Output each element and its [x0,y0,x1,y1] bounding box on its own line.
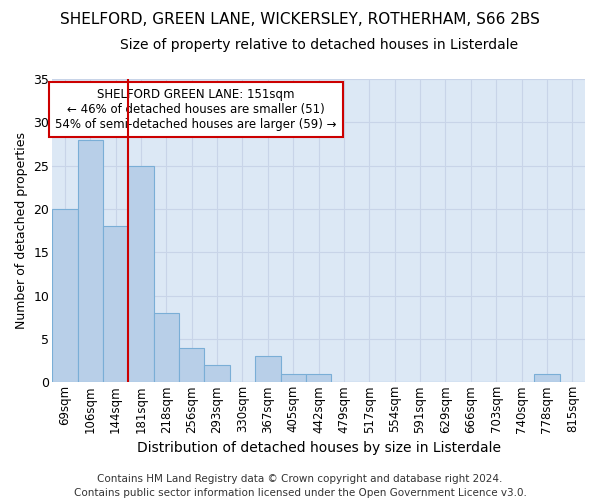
X-axis label: Distribution of detached houses by size in Listerdale: Distribution of detached houses by size … [137,441,500,455]
Bar [128,166,154,382]
Text: SHELFORD GREEN LANE: 151sqm
← 46% of detached houses are smaller (51)
54% of sem: SHELFORD GREEN LANE: 151sqm ← 46% of det… [55,88,337,131]
Bar [52,209,77,382]
Bar [281,374,306,382]
Bar [103,226,128,382]
Bar [179,348,205,382]
Bar [534,374,560,382]
Title: Size of property relative to detached houses in Listerdale: Size of property relative to detached ho… [119,38,518,52]
Text: Contains HM Land Registry data © Crown copyright and database right 2024.
Contai: Contains HM Land Registry data © Crown c… [74,474,526,498]
Bar [154,313,179,382]
Bar [205,365,230,382]
Bar [255,356,281,382]
Bar [77,140,103,382]
Bar [306,374,331,382]
Y-axis label: Number of detached properties: Number of detached properties [15,132,28,329]
Text: SHELFORD, GREEN LANE, WICKERSLEY, ROTHERHAM, S66 2BS: SHELFORD, GREEN LANE, WICKERSLEY, ROTHER… [60,12,540,28]
